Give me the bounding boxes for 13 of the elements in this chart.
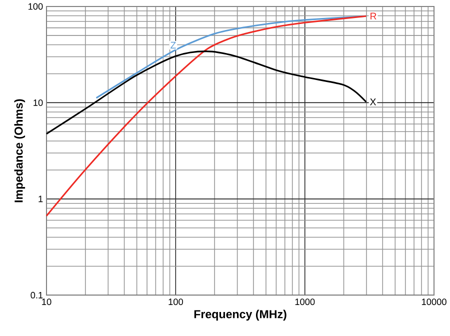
- y-tick-label: 1: [38, 196, 43, 202]
- y-tick-label: 100: [28, 3, 43, 10]
- x-axis-title: Frequency (MHz): [194, 310, 286, 321]
- y-axis-title: Impedance (Ohms): [14, 99, 26, 202]
- y-tick-label: 10: [34, 100, 43, 106]
- x-tick-label: 10: [42, 298, 52, 306]
- x-tick-label: 1000: [295, 298, 315, 306]
- y-tick-label: 0.1: [30, 292, 43, 298]
- x-tick-label: 100: [168, 298, 183, 306]
- series-label: X: [370, 98, 376, 106]
- series-label: Z: [170, 42, 176, 49]
- x-tick-label: 10000: [422, 298, 446, 306]
- series-label: R: [370, 12, 376, 20]
